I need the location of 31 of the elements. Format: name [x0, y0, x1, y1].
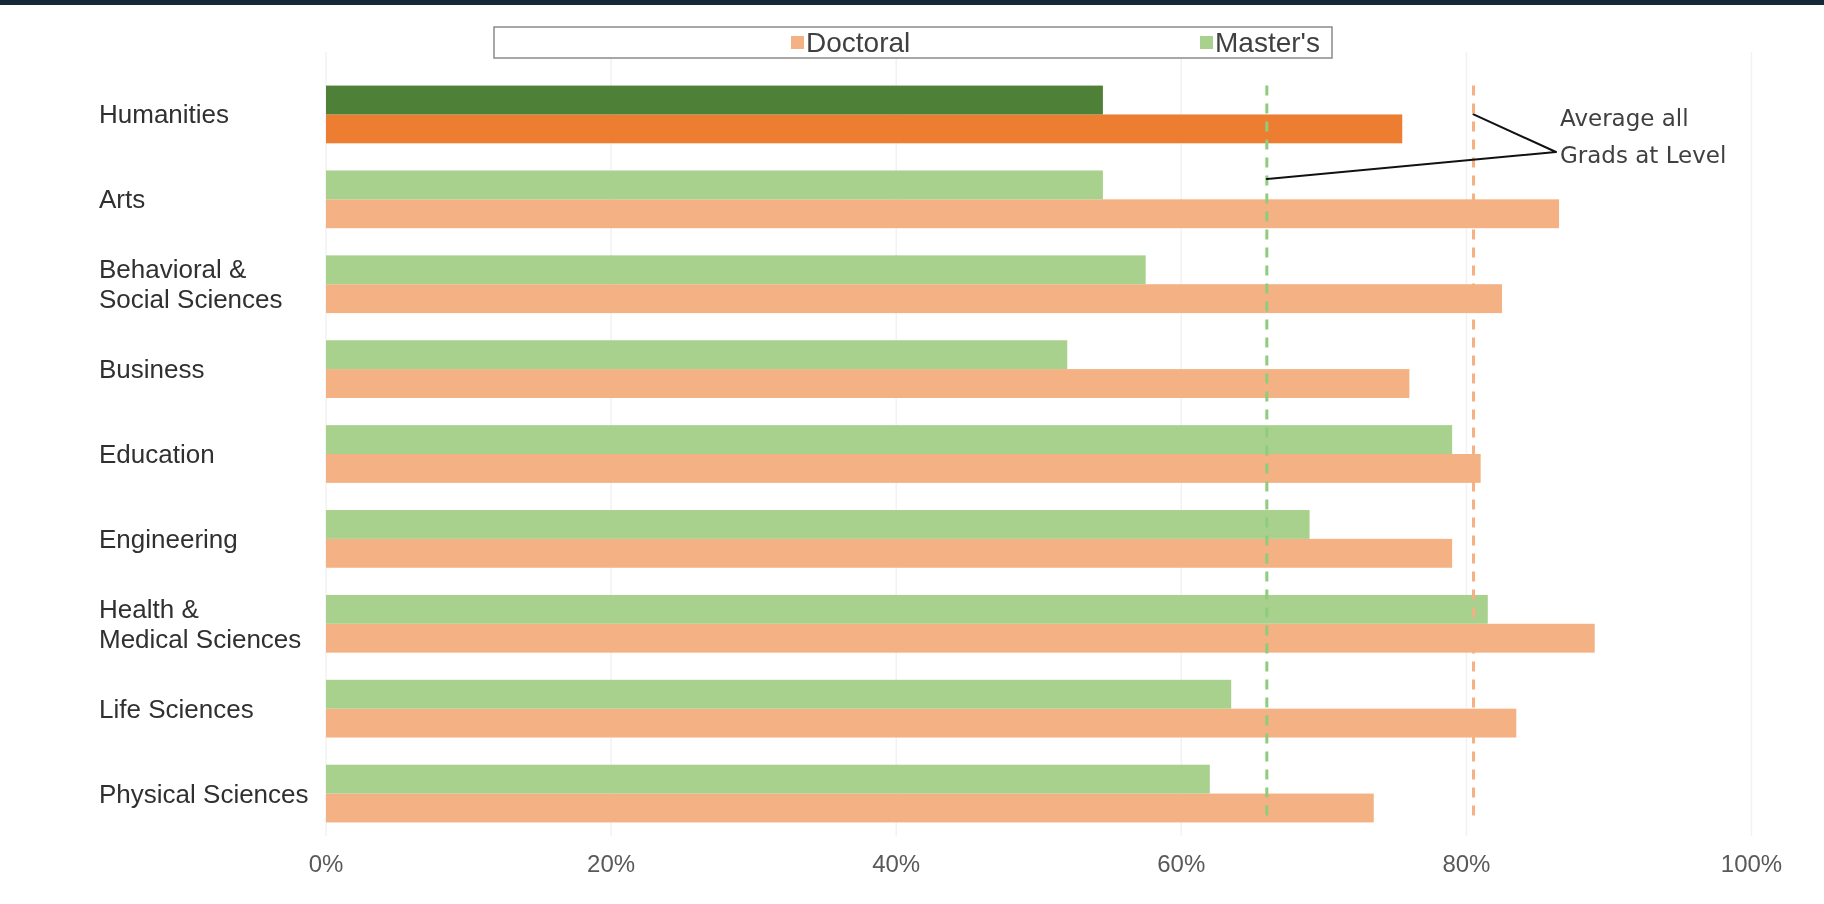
annotation: Average all Grads at Level [1560, 105, 1727, 168]
x-tick-label: 0% [308, 850, 344, 877]
bar [326, 793, 1374, 823]
y-tick-label: Business [99, 354, 205, 385]
y-tick-label: Engineering [99, 523, 238, 554]
x-tick-label: 100% [1720, 850, 1783, 877]
bar [326, 340, 1068, 370]
x-tick-label: 80% [1442, 850, 1491, 877]
bar [326, 679, 1232, 709]
y-tick-label: Humanities [99, 99, 230, 130]
bar [326, 114, 1403, 144]
y-tick-label: Behavioral & Social Sciences [99, 254, 283, 315]
legend-label: Doctoral [806, 27, 911, 58]
bar [326, 85, 1103, 115]
x-tick-label: 60% [1157, 850, 1206, 877]
x-tick-label: 40% [872, 850, 921, 877]
bar [326, 170, 1103, 200]
x-tick-label: 20% [587, 850, 636, 877]
bar [326, 510, 1310, 539]
y-tick-label: Life Sciences [99, 693, 254, 724]
y-tick-label: Arts [99, 184, 146, 215]
bar [326, 764, 1210, 794]
bar [326, 369, 1410, 398]
bar [326, 255, 1146, 285]
y-tick-label: Physical Sciences [99, 778, 309, 809]
y-tick-label: Health & Medical Sciences [99, 593, 302, 654]
bar [326, 425, 1453, 454]
y-tick-label: Education [99, 439, 215, 469]
bar [326, 594, 1488, 624]
legend-label: Master's [1215, 27, 1320, 58]
bar [326, 538, 1453, 568]
